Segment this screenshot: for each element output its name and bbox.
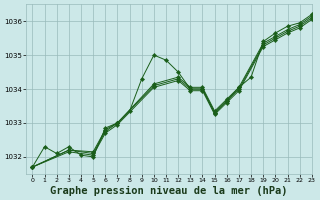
- X-axis label: Graphe pression niveau de la mer (hPa): Graphe pression niveau de la mer (hPa): [50, 186, 288, 196]
